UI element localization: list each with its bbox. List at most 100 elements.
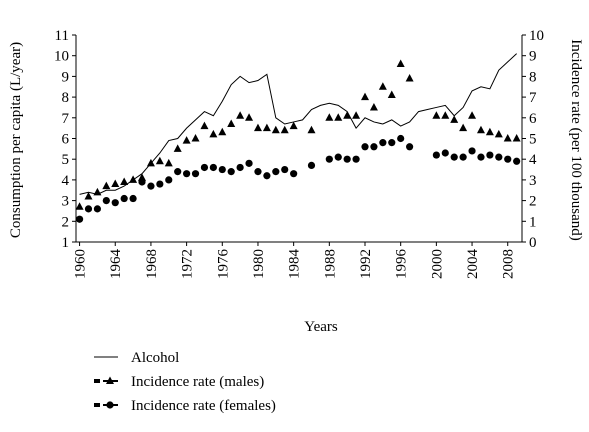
triangle-marker <box>378 82 387 90</box>
y-tick-label: 4 <box>62 173 70 189</box>
y-tick-label: 2 <box>62 214 70 230</box>
x-tick-label: 1976 <box>215 249 231 280</box>
circle-marker <box>156 180 164 188</box>
circle-marker <box>352 155 360 163</box>
triangle-marker <box>512 134 521 142</box>
legend-label: Incidence rate (females) <box>131 398 276 414</box>
circle-marker <box>388 139 396 147</box>
circle-marker <box>174 168 182 176</box>
triangle-marker <box>361 92 370 101</box>
circle-marker <box>111 199 119 207</box>
triangle-marker <box>343 111 352 119</box>
x-tick-label: 1964 <box>108 249 124 280</box>
circle-marker <box>191 170 200 178</box>
triangle-marker <box>352 111 361 119</box>
y2-tick-label: 4 <box>529 152 537 168</box>
y-tick-label: 3 <box>62 194 70 210</box>
circle-marker <box>290 170 298 178</box>
x-tick-label: 1992 <box>358 249 374 279</box>
triangle-marker <box>129 175 138 183</box>
triangle-marker <box>450 115 459 123</box>
circle-marker <box>106 401 114 409</box>
circle-marker <box>147 182 155 190</box>
y-tick-label: 11 <box>55 28 69 44</box>
circle-marker <box>370 143 378 151</box>
triangle-marker <box>253 123 262 132</box>
triangle-marker <box>476 125 485 134</box>
triangle-marker <box>182 136 191 144</box>
circle-marker <box>200 163 209 172</box>
triangle-marker <box>111 179 120 188</box>
circle-marker <box>513 157 521 165</box>
circle-marker <box>504 155 512 163</box>
y2-tick-label: 2 <box>529 194 537 210</box>
y2-tick-label: 10 <box>529 28 544 44</box>
triangle-marker <box>485 127 494 136</box>
circle-marker <box>379 139 387 147</box>
triangle-marker <box>75 202 84 210</box>
y-tick-label: 1 <box>62 235 70 251</box>
circle-marker <box>495 153 503 161</box>
circle-marker <box>334 153 342 161</box>
y-tick-label: 9 <box>62 69 70 85</box>
triangle-marker <box>307 125 316 134</box>
x-tick-label: 1984 <box>287 249 303 280</box>
triangle-marker <box>405 73 414 82</box>
circle-marker <box>361 143 369 151</box>
triangle-marker <box>164 158 173 167</box>
legend-dash <box>94 403 100 407</box>
triangle-marker <box>396 59 405 67</box>
x-tick-label: 2000 <box>429 249 445 279</box>
circle-marker <box>183 170 191 178</box>
circle-marker <box>441 149 449 157</box>
triangle-marker <box>155 156 164 165</box>
circle-marker <box>477 153 485 161</box>
circle-marker <box>397 134 405 143</box>
legend-dash <box>94 379 100 383</box>
circle-marker <box>432 151 440 159</box>
triangle-marker <box>334 113 343 121</box>
circle-marker <box>138 178 146 186</box>
triangle-marker <box>459 123 468 132</box>
legend-label: Alcohol <box>131 350 179 366</box>
y2-tick-label: 0 <box>529 235 537 251</box>
x-tick-label: 1972 <box>180 249 196 279</box>
y-tick-label: 5 <box>62 152 70 168</box>
y2-tick-label: 9 <box>529 49 537 65</box>
y2-axis-title: Incidence rate (per 100 thousand) <box>568 39 584 241</box>
y2-tick-label: 8 <box>529 69 537 85</box>
y2-tick-label: 6 <box>529 111 537 127</box>
triangle-marker <box>369 102 378 111</box>
triangle-marker <box>432 111 441 119</box>
y-tick-label: 8 <box>62 90 70 106</box>
triangle-marker <box>236 111 245 119</box>
circle-marker <box>129 194 137 203</box>
circle-marker <box>254 168 262 176</box>
y-tick-label: 7 <box>62 111 70 127</box>
x-tick-label: 1996 <box>394 249 410 280</box>
circle-marker <box>75 215 84 223</box>
x-tick-label: 1968 <box>144 249 160 279</box>
x-tick-label: 1980 <box>251 249 267 279</box>
x-tick-label: 2004 <box>465 249 481 280</box>
circle-marker <box>406 143 414 151</box>
x-axis-title: Years <box>304 319 338 335</box>
triangle-marker <box>146 158 155 167</box>
triangle-marker <box>227 119 236 128</box>
triangle-marker <box>468 111 477 119</box>
y2-tick-label: 7 <box>529 90 537 106</box>
circle-marker <box>245 159 253 167</box>
triangle-marker <box>280 125 289 134</box>
triangle-marker <box>289 121 298 130</box>
circle-marker <box>272 168 280 176</box>
triangle-marker <box>173 144 182 152</box>
y-tick-label: 10 <box>54 49 69 65</box>
circle-marker <box>209 163 217 172</box>
circle-marker <box>307 161 316 170</box>
circle-marker <box>263 172 271 180</box>
triangle-marker <box>262 123 271 132</box>
triangle-marker <box>106 376 114 384</box>
circle-marker <box>227 168 235 176</box>
circle-marker <box>325 155 333 163</box>
triangle-marker <box>503 134 512 142</box>
